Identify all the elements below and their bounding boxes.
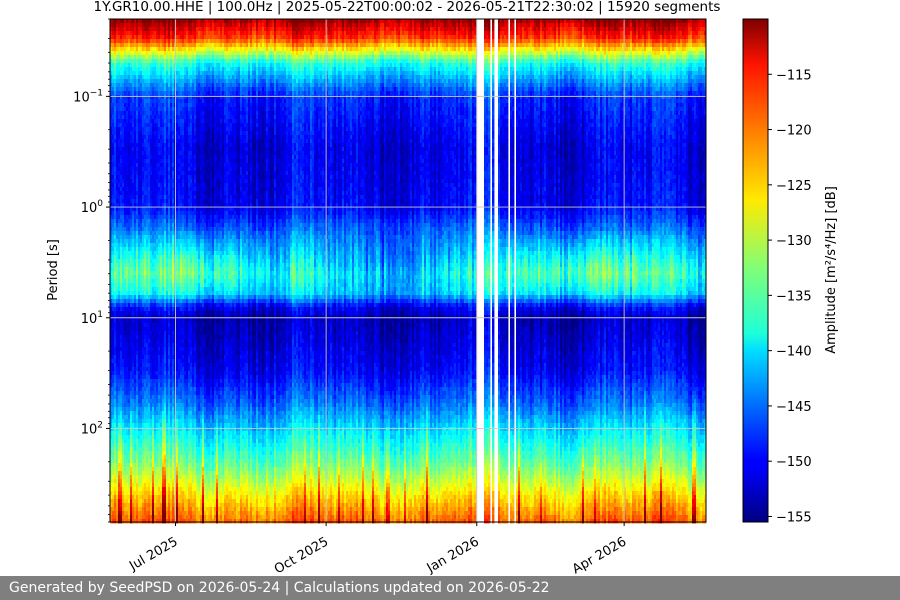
spectrogram-heatmap <box>110 19 706 523</box>
psd-spectrogram-chart: 1Y.GR10.00.HHE | 100.0Hz | 2025-05-22T00… <box>0 0 900 576</box>
chart-title: 1Y.GR10.00.HHE | 100.0Hz | 2025-05-22T00… <box>94 0 721 15</box>
